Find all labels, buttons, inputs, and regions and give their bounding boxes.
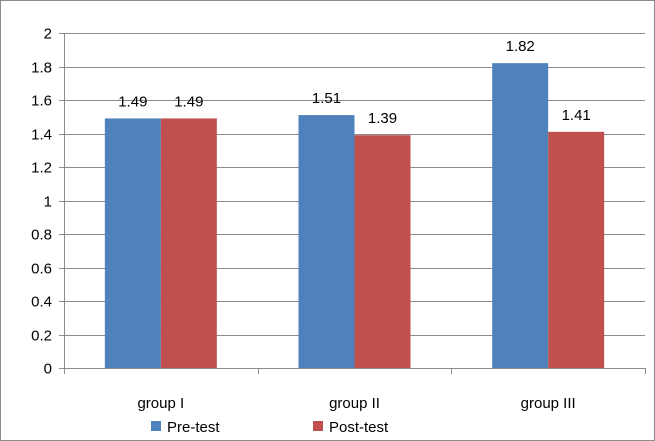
legend: Pre-test Post-test [151,419,389,436]
bars [104,63,605,369]
y-tick-label: 1.6 [31,93,52,110]
legend-swatch [151,421,161,431]
bar-post-test-2 [354,135,411,368]
data-label: 1.39 [368,110,397,127]
bar-post-test-1 [160,118,217,368]
data-label: 1.49 [174,93,203,110]
y-tick-label: 0.4 [31,294,52,311]
y-tick-label: 1.4 [31,127,52,144]
legend-label: Post-test [329,419,389,436]
data-label: 1.82 [506,38,535,55]
legend-label: Pre-test [167,419,220,436]
y-tick-label: 1.2 [31,160,52,177]
bar-pre-test-2 [298,115,355,368]
category-label: group I [137,395,184,412]
data-labels: 00.20.40.60.811.21.41.61.821.49 1.49group… [31,26,591,413]
bar-pre-test-1 [104,118,161,368]
data-label: 1.51 [312,90,341,107]
legend-swatch [313,421,323,431]
bar-pre-test-3 [492,63,549,369]
y-tick-label: 1.8 [31,60,52,77]
bar-post-test-3 [548,131,605,368]
y-tick-label: 0.2 [31,328,52,345]
y-tick-label: 0.8 [31,227,52,244]
category-label: group III [521,395,576,412]
y-tick-label: 0 [44,361,52,378]
data-label: 1.49 [118,93,147,110]
y-tick-label: 1 [44,194,52,211]
y-tick-label: 0.6 [31,261,52,278]
data-label: 1.41 [562,107,591,124]
category-label: group II [329,395,380,412]
axes [59,33,646,374]
y-tick-label: 2 [44,26,52,43]
